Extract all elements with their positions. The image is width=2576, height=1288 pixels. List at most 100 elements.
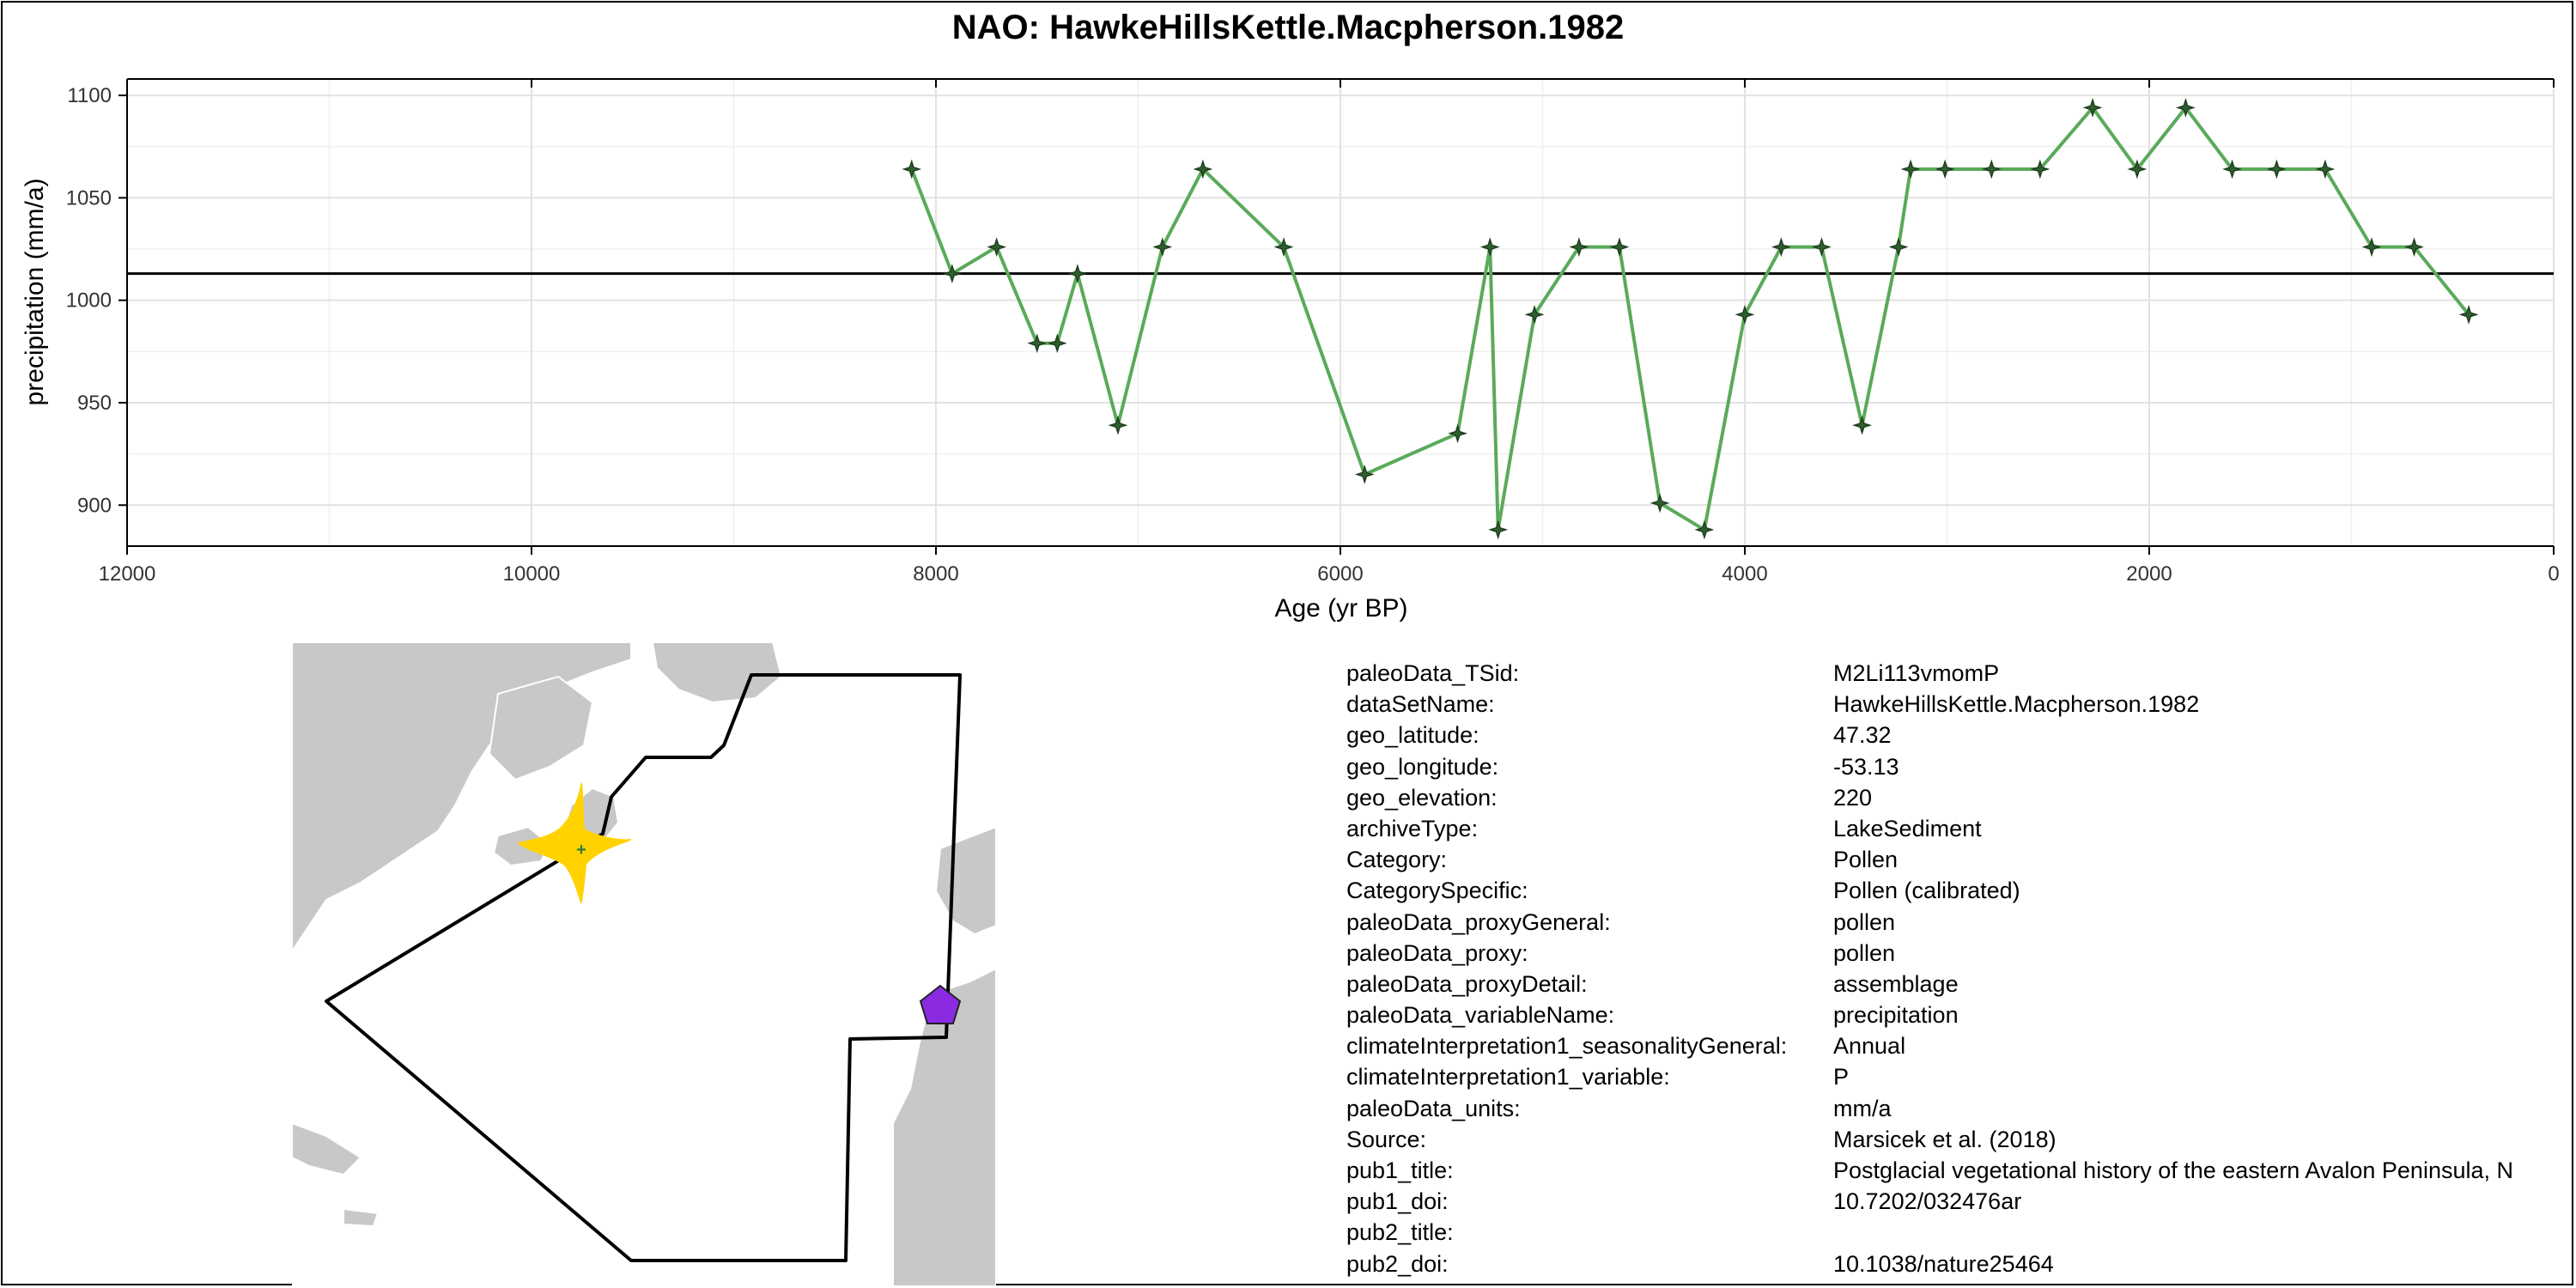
metadata-value: Marsicek et al. (2018) xyxy=(1833,1126,2057,1152)
metadata-table: paleoData_TSid: M2Li113vmomP dataSetName: H… xyxy=(1346,658,2574,1279)
map-canvas: + xyxy=(292,642,996,1286)
iberia-land xyxy=(934,825,996,936)
data-point-marker xyxy=(1609,237,1630,258)
metadata-row: pub2_doi: 10.1038/nature25464 xyxy=(1346,1249,2574,1279)
metadata-row: geo_longitude: -53.13 xyxy=(1346,751,2574,782)
metadata-value: mm/a xyxy=(1833,1095,1892,1121)
nova-scotia-land xyxy=(492,825,551,867)
ticks: 12000 10000 8000 6000 4000 2000 0 900 950 1000 105… xyxy=(66,79,2560,586)
data-point-marker xyxy=(2175,97,2196,118)
metadata-row: Source: Marsicek et al. (2018) xyxy=(1346,1124,2574,1155)
metadata-key: geo_longitude: xyxy=(1346,753,1499,780)
data-point-marker xyxy=(1152,237,1173,258)
metadata-row: pub1_doi: 10.7202/032476ar xyxy=(1346,1186,2574,1217)
time-series-chart: 12000 10000 8000 6000 4000 2000 0 900 950 1000 105… xyxy=(21,78,2560,623)
y-axis-label: precipitation (mm/a) xyxy=(21,178,49,405)
metadata-key: paleoData_proxyDetail: xyxy=(1346,970,1588,997)
data-point-marker xyxy=(1479,237,1500,258)
metadata-row: pub1_title: Postglacial vegetational hist… xyxy=(1346,1155,2574,1186)
metadata-value: Annual xyxy=(1833,1033,1906,1060)
data-point-marker xyxy=(1448,423,1468,444)
data-point-marker xyxy=(1771,237,1791,258)
metadata-key: paleoData_proxy: xyxy=(1346,939,1528,966)
metadata-value: 47.32 xyxy=(1833,722,1892,749)
metadata-row: pub2_title: xyxy=(1346,1217,2574,1248)
metadata-row: paleoData_units: mm/a xyxy=(1346,1093,2574,1124)
data-point-marker xyxy=(2315,159,2336,179)
metadata-row: paleoData_proxy: pollen xyxy=(1346,938,2574,969)
metadata-value: pollen xyxy=(1833,908,1896,935)
metadata-row: climateInterpretation1_seasonalityGenera… xyxy=(1346,1030,2574,1061)
metadata-key: paleoData_proxyGeneral: xyxy=(1346,908,1611,935)
data-point-marker xyxy=(1193,159,1213,179)
data-point-marker xyxy=(902,159,922,179)
metadata-value: M2Li113vmomP xyxy=(1833,660,2000,686)
metadata-key: climateInterpretation1_variable: xyxy=(1346,1064,1670,1091)
x-tick-label: 0 xyxy=(2548,562,2559,586)
caribbean-land xyxy=(292,1121,362,1176)
y-tick-label: 950 xyxy=(77,392,112,415)
caribbean-land-2 xyxy=(343,1207,380,1228)
metadata-key: paleoData_TSid: xyxy=(1346,660,1520,686)
chart-title: NAO: HawkeHillsKettle.Macpherson.1982 xyxy=(951,9,1625,46)
metadata-value: pollen xyxy=(1833,939,1896,966)
africa-land xyxy=(892,967,996,1286)
x-tick-label: 12000 xyxy=(99,562,156,586)
metadata-row: geo_elevation: 220 xyxy=(1346,782,2574,813)
metadata-value: Pollen (calibrated) xyxy=(1833,878,2020,904)
data-point-marker xyxy=(2404,237,2424,258)
metadata-key: pub2_title: xyxy=(1346,1219,1454,1246)
data-point-marker xyxy=(1900,159,1921,179)
metadata-row: CategorySpecific: Pollen (calibrated) xyxy=(1346,875,2574,906)
y-tick-label: 1000 xyxy=(66,289,112,313)
metadata-value: assemblage xyxy=(1833,970,1959,997)
metadata-value: HawkeHillsKettle.Macpherson.1982 xyxy=(1833,691,2200,718)
metadata-value: 220 xyxy=(1833,784,1873,811)
x-tick-label: 4000 xyxy=(1722,562,1767,586)
data-point-marker xyxy=(1108,415,1128,435)
data-point-marker xyxy=(2361,237,2382,258)
data-point-marker xyxy=(2127,159,2148,179)
data-point-marker xyxy=(1735,304,1755,325)
metadata-key: paleoData_variableName: xyxy=(1346,1002,1615,1029)
region-boundary xyxy=(325,673,962,1262)
metadata-value: 10.7202/032476ar xyxy=(1833,1188,2022,1215)
pentagon-marker xyxy=(919,984,962,1024)
data-point-marker xyxy=(1047,333,1067,354)
x-tick-label: 10000 xyxy=(503,562,561,586)
metadata-row: archiveType: LakeSediment xyxy=(1346,813,2574,844)
metadata-key: CategorySpecific: xyxy=(1346,878,1528,904)
data-point-marker xyxy=(1569,237,1589,258)
metadata-key: geo_latitude: xyxy=(1346,722,1479,749)
data-point-marker xyxy=(1354,465,1375,484)
y-tick-label: 1050 xyxy=(66,186,112,210)
y-tick-label: 1100 xyxy=(67,84,112,107)
data-point-marker xyxy=(1852,415,1873,435)
data-point-marker xyxy=(2222,159,2242,179)
metadata-key: dataSetName: xyxy=(1346,691,1495,718)
metadata-key: Category: xyxy=(1346,847,1448,873)
x-axis-label: Age (yr BP) xyxy=(1274,594,1407,623)
metadata-value: precipitation xyxy=(1833,1002,1959,1029)
data-point-marker xyxy=(1273,237,1294,258)
land-masses xyxy=(292,642,996,1286)
y-tick-label: 900 xyxy=(77,494,112,517)
metadata-key: pub1_doi: xyxy=(1346,1188,1449,1215)
data-point-marker xyxy=(987,237,1007,258)
metadata-key: Source: xyxy=(1346,1126,1427,1152)
data-point-marker xyxy=(1888,237,1909,258)
metadata-key: geo_elevation: xyxy=(1346,784,1498,811)
data-point-marker xyxy=(1027,333,1048,354)
data-point-marker xyxy=(1935,159,1955,179)
metadata-value: P xyxy=(1833,1064,1850,1091)
data-point-marker xyxy=(1812,237,1832,258)
data-point-marker xyxy=(2266,159,2287,179)
north-america-land xyxy=(292,642,632,953)
data-point-marker xyxy=(1067,264,1088,284)
metadata-row: Category: Pollen xyxy=(1346,844,2574,875)
metadata-row: climateInterpretation1_variable: P xyxy=(1346,1061,2574,1092)
data-point-marker xyxy=(2030,159,2050,179)
metadata-row: paleoData_proxyGeneral: pollen xyxy=(1346,907,2574,938)
data-point-marker xyxy=(1981,159,2002,179)
